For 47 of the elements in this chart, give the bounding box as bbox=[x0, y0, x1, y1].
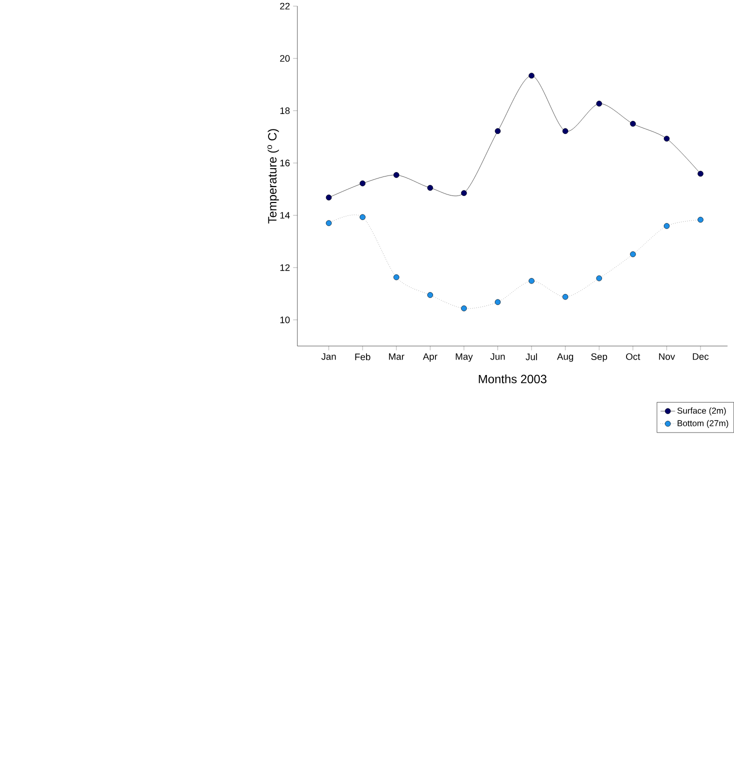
x-tick-label: Sep bbox=[591, 353, 608, 362]
point bbox=[360, 180, 366, 186]
y-tick-label: 18 bbox=[280, 107, 290, 114]
point bbox=[427, 292, 434, 298]
y-axis-title: Temperature ($^{o}$ C) bbox=[267, 129, 279, 224]
point bbox=[596, 100, 602, 107]
x-tick-label: Jan bbox=[321, 353, 336, 360]
x-tick-label: Aug bbox=[556, 353, 574, 362]
point bbox=[528, 278, 534, 284]
point bbox=[630, 251, 636, 258]
point bbox=[461, 190, 467, 196]
y-tick-label: 22 bbox=[280, 2, 290, 10]
x-tick-label: Dec bbox=[692, 353, 709, 360]
x-tick-label: Feb bbox=[355, 353, 370, 360]
legend-label: Bottom (27m) bbox=[678, 420, 728, 428]
x-axis-title: Months 2003 bbox=[478, 374, 546, 384]
point bbox=[494, 128, 501, 134]
x-tick-label: Oct bbox=[626, 353, 640, 360]
x-tick-label: Jul bbox=[526, 353, 537, 360]
point bbox=[326, 194, 332, 200]
x-tick-label: Apr bbox=[422, 353, 438, 362]
point bbox=[360, 214, 366, 220]
y-tick-label: 10 bbox=[280, 316, 290, 324]
y-tick-label: 12 bbox=[280, 264, 290, 271]
point bbox=[664, 223, 670, 229]
y-tick-label: 20 bbox=[280, 55, 290, 62]
point bbox=[630, 120, 636, 127]
point bbox=[528, 72, 534, 79]
point bbox=[326, 220, 332, 226]
point bbox=[427, 184, 434, 191]
point bbox=[698, 216, 704, 223]
legend-label: Surface (2m) bbox=[677, 407, 726, 416]
x-tick-label: May bbox=[456, 353, 473, 362]
point bbox=[596, 275, 602, 282]
x-tick-label: Mar bbox=[389, 353, 404, 360]
point bbox=[393, 274, 400, 280]
point bbox=[494, 299, 501, 305]
x-tick-label: Nov bbox=[659, 353, 676, 360]
y-tick-label: 14 bbox=[280, 212, 290, 219]
point bbox=[698, 170, 704, 177]
point bbox=[562, 128, 568, 134]
x-tick-label: Jun bbox=[490, 353, 505, 360]
point bbox=[461, 305, 467, 312]
point bbox=[562, 294, 568, 300]
y-tick-label: 16 bbox=[280, 160, 290, 166]
point bbox=[664, 136, 670, 142]
point bbox=[393, 172, 400, 178]
